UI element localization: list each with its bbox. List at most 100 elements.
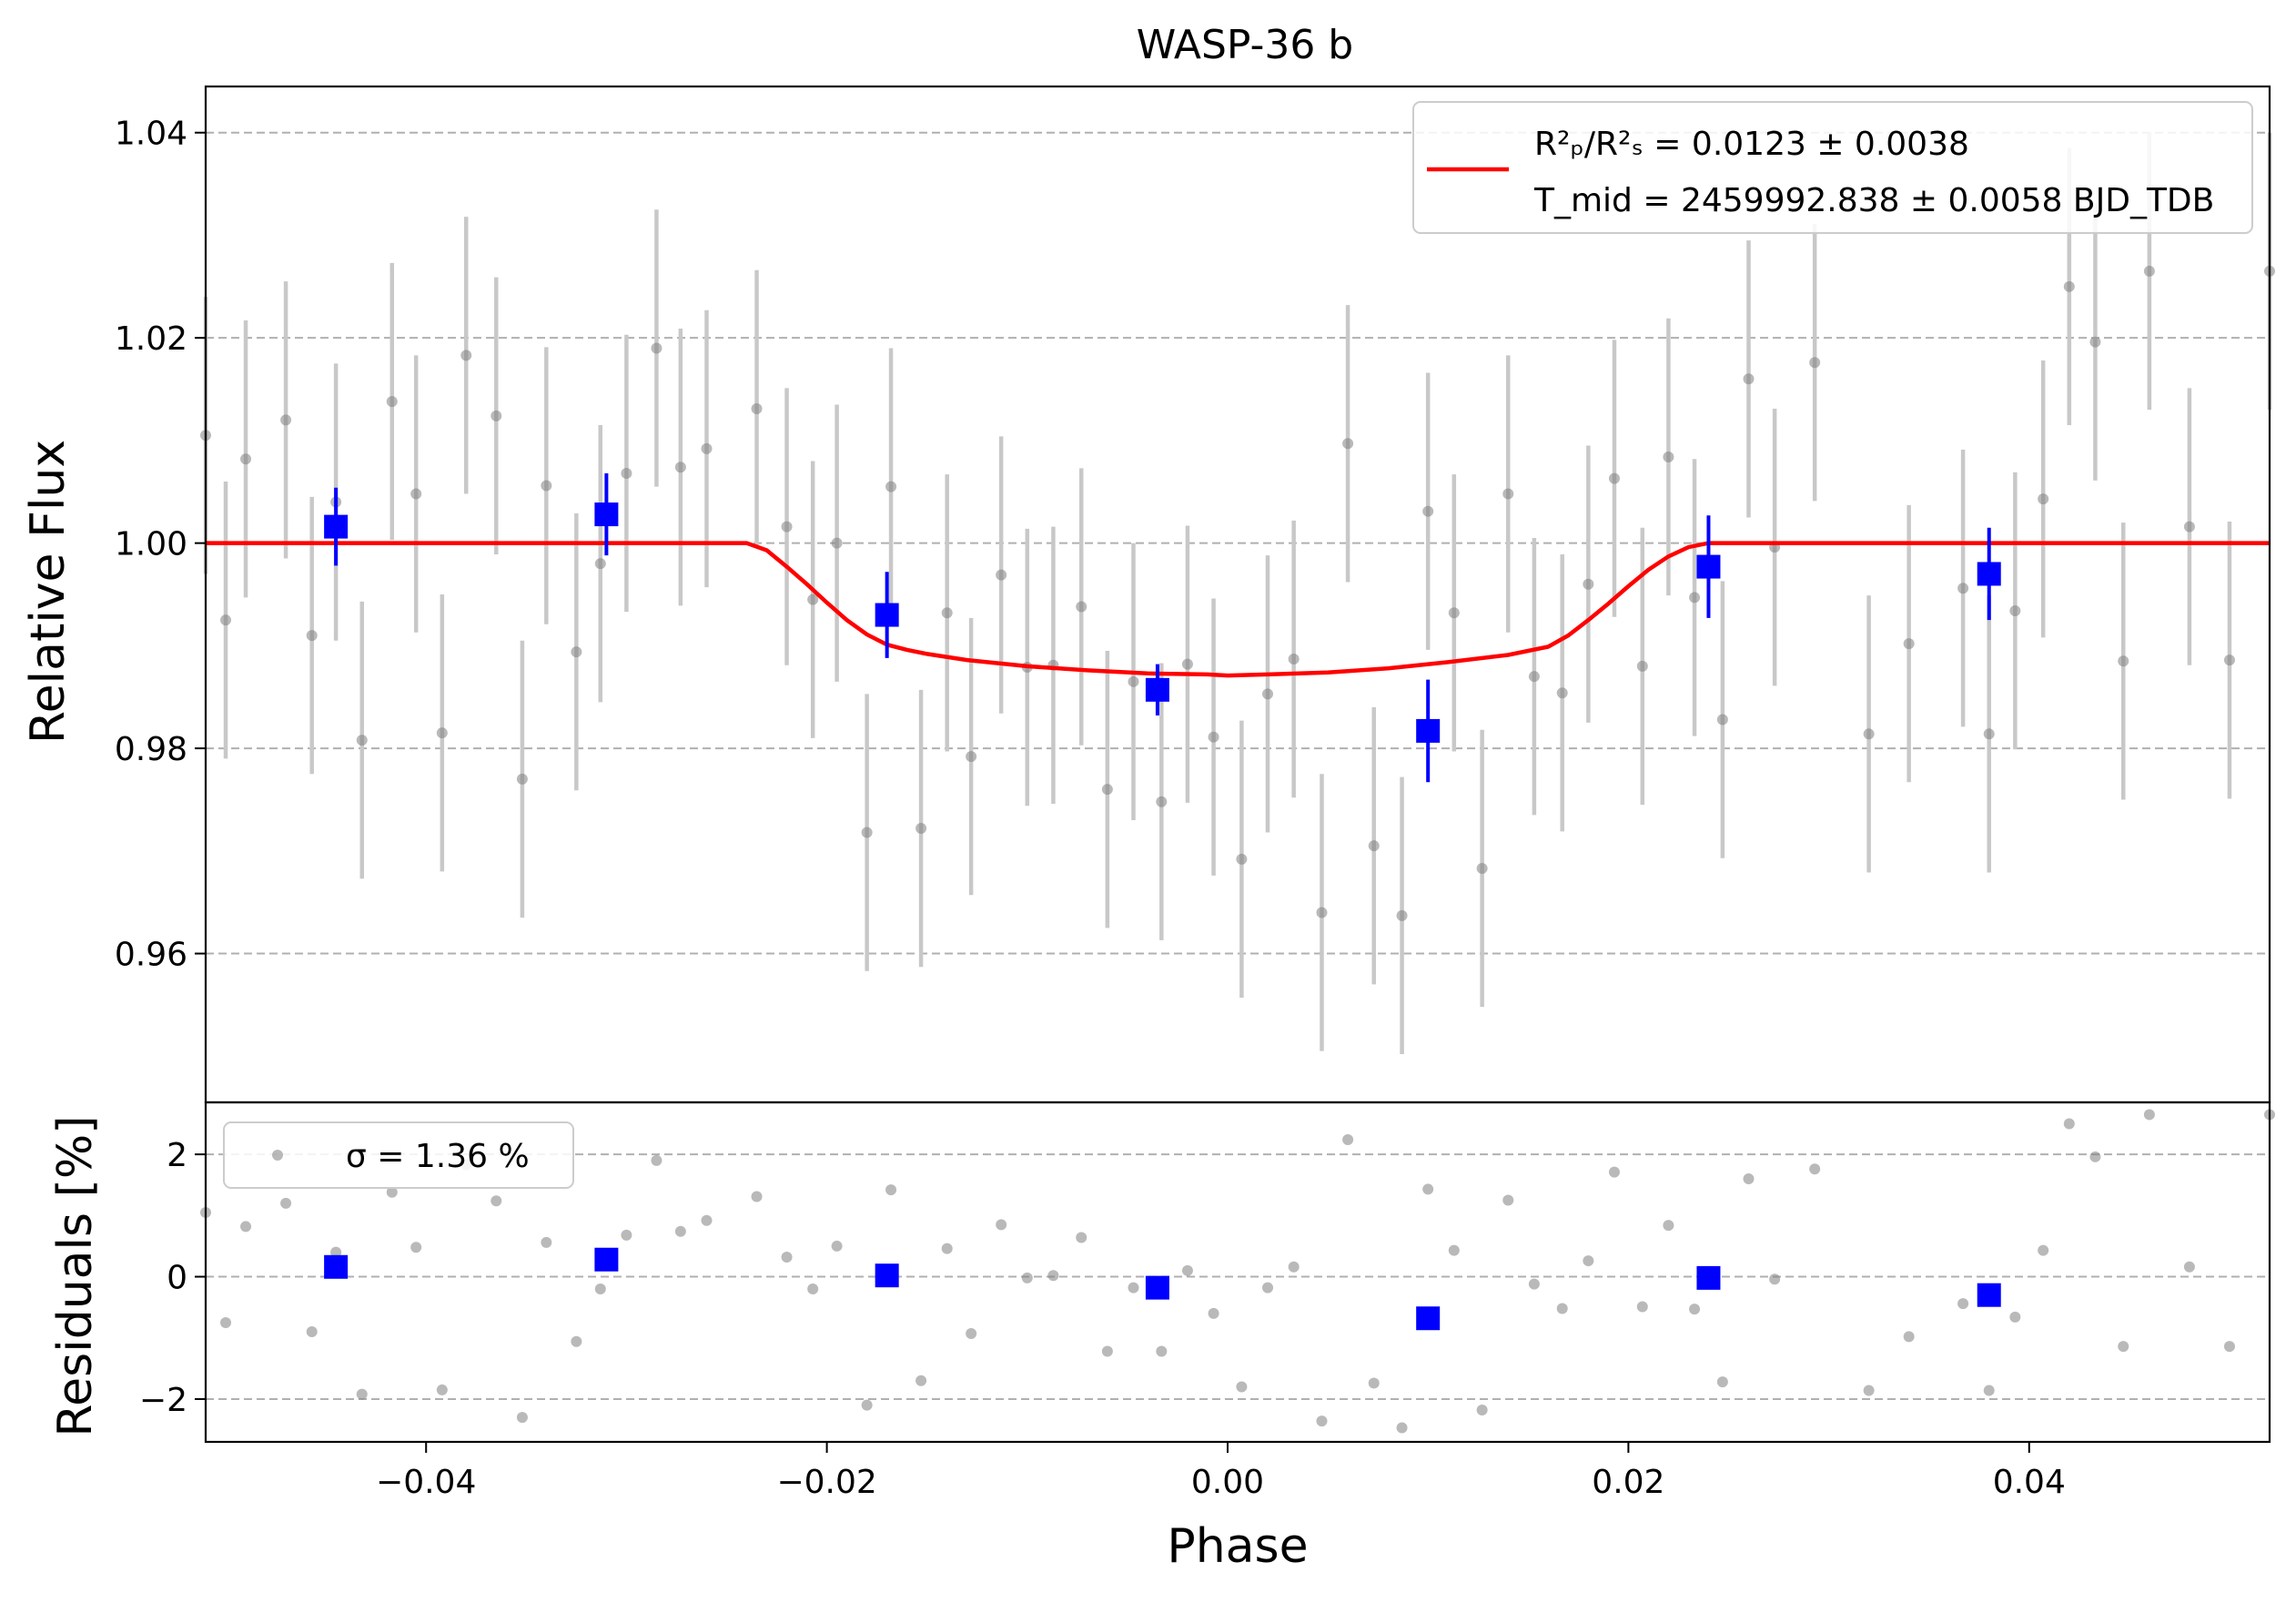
residual-point [330, 1246, 342, 1258]
residual-point [306, 1326, 318, 1338]
residual-point [751, 1191, 763, 1202]
binned-residual-point [1416, 1306, 1441, 1331]
residual-point [2118, 1341, 2129, 1353]
data-point [571, 646, 582, 658]
data-point [516, 773, 528, 785]
data-point [436, 727, 448, 739]
x-tick-label: 0.04 [1993, 1464, 2066, 1501]
binned-residual-point [594, 1247, 619, 1272]
x-tick-label: −0.04 [376, 1464, 476, 1501]
data-point [541, 480, 552, 492]
residual-point [1663, 1220, 1674, 1232]
binned-point [324, 514, 349, 539]
data-point [460, 350, 472, 361]
residual-point [674, 1225, 686, 1237]
data-point [1743, 373, 1755, 385]
x-axis-label: Phase [1167, 1519, 1308, 1574]
residual-point [966, 1328, 977, 1340]
residual-point [1181, 1264, 1193, 1276]
residual-point [1021, 1272, 1033, 1283]
residual-point [1476, 1405, 1488, 1416]
main-light-curve-panel: 0.96 0.98 1.00 1.02 1.04 [115, 85, 2275, 1104]
data-point [356, 735, 368, 746]
residual-point [861, 1399, 873, 1411]
residual-point [1957, 1298, 1969, 1310]
residual-point [621, 1229, 632, 1241]
residual-point [1769, 1273, 1781, 1285]
data-point [1396, 909, 1408, 921]
x-tick-label: −0.02 [776, 1464, 876, 1501]
main-errorbars [203, 132, 2272, 1055]
data-point [1809, 357, 1821, 369]
data-point [2063, 280, 2075, 292]
residual-point [240, 1221, 252, 1233]
residual-point [915, 1375, 927, 1386]
residual-axes-frame [204, 1101, 2271, 1444]
residual-legend-label: σ = 1.36 % [346, 1138, 530, 1175]
data-point [1636, 660, 1648, 672]
residual-point [1608, 1166, 1620, 1178]
residual-point [386, 1186, 398, 1198]
data-point [2143, 265, 2155, 277]
data-point [386, 396, 398, 408]
data-point [621, 467, 632, 479]
residual-point [541, 1236, 552, 1248]
x-ticks: −0.04 −0.02 0.00 0.02 0.04 [376, 1442, 2066, 1501]
data-point [1863, 728, 1875, 740]
binned-residual-point [1145, 1275, 1169, 1300]
residual-binned-points [324, 1247, 2001, 1331]
data-point [1181, 658, 1193, 670]
residual-point [356, 1388, 368, 1400]
data-point [996, 569, 1007, 581]
main-binned-points [324, 472, 2001, 783]
residual-gridlines [206, 1153, 2270, 1400]
data-point [1502, 488, 1514, 500]
data-point [220, 614, 232, 626]
data-point [306, 630, 318, 642]
data-point [1663, 451, 1674, 462]
data-point [1983, 728, 1995, 740]
residual-y-tick-label: 2 [167, 1137, 187, 1174]
residual-point [1262, 1282, 1274, 1294]
data-point [1128, 675, 1139, 687]
data-point [1608, 472, 1620, 484]
residual-point [1983, 1385, 1995, 1396]
residual-point [807, 1283, 819, 1294]
residual-point [1422, 1183, 1434, 1195]
residual-point [491, 1195, 502, 1207]
data-point [1448, 607, 1460, 619]
binned-point [1696, 554, 1721, 579]
residual-point [885, 1184, 897, 1196]
residual-point [1288, 1261, 1300, 1273]
residual-point [1809, 1163, 1821, 1175]
residual-y-ticks: −2 0 2 [139, 1137, 206, 1419]
data-point [941, 607, 953, 619]
residual-point [831, 1240, 843, 1252]
data-point [674, 462, 686, 473]
data-point [751, 402, 763, 414]
residual-point [1047, 1270, 1059, 1282]
data-point [1476, 862, 1488, 874]
residual-point [2143, 1109, 2155, 1121]
main-y-tick-label: 1.02 [115, 320, 187, 358]
residual-point [436, 1384, 448, 1395]
data-point [831, 537, 843, 549]
main-legend: R²ₚ/R²ₛ = 0.0123 ± 0.0038 T_mid = 245999… [1412, 101, 2253, 234]
residual-point [571, 1335, 582, 1347]
residual-legend-box [223, 1121, 574, 1189]
binned-point [594, 502, 619, 527]
residual-point [1556, 1303, 1568, 1314]
residual-point [2063, 1118, 2075, 1130]
data-point [2038, 493, 2049, 505]
data-point [966, 751, 977, 763]
residual-point [1342, 1133, 1354, 1145]
residual-point [1863, 1385, 1875, 1396]
binned-point [1977, 562, 2001, 586]
residual-point [996, 1219, 1007, 1231]
data-point [2223, 654, 2235, 666]
data-point [1903, 638, 1915, 650]
data-point [1957, 583, 1969, 594]
binned-residual-point [324, 1254, 349, 1279]
x-tick-label: 0.00 [1191, 1464, 1264, 1501]
